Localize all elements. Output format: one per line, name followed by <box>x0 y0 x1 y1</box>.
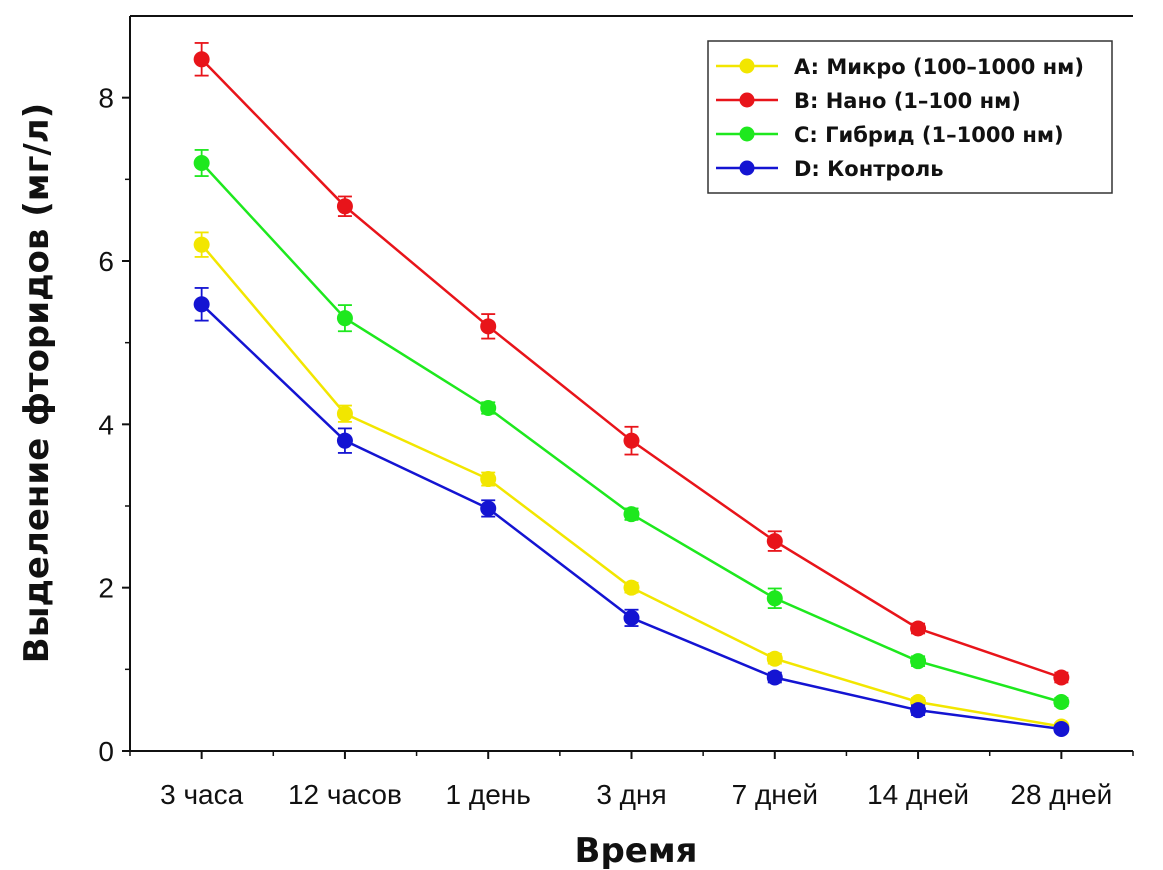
y-tick-label: 2 <box>98 573 114 604</box>
legend-marker <box>739 58 755 74</box>
y-tick-label: 4 <box>98 409 114 440</box>
data-point <box>910 702 927 719</box>
series-line <box>200 243 1062 728</box>
legend: A: Микро (100–1000 нм) B: Нано (1–100 нм)… <box>707 40 1113 194</box>
data-point <box>193 236 210 253</box>
x-axis-label: Время <box>575 831 698 870</box>
legend-marker <box>739 92 755 108</box>
data-point <box>766 650 783 667</box>
data-point <box>623 609 640 626</box>
plot-area <box>193 42 1070 737</box>
data-point <box>910 653 927 670</box>
x-tick-label: 14 дней <box>867 779 969 810</box>
data-point <box>766 590 783 607</box>
data-point <box>1053 669 1070 686</box>
legend-item: A: Микро (100–1000 нм) <box>716 55 1084 79</box>
x-tick-label: 3 дня <box>596 779 666 810</box>
axes <box>122 15 1134 759</box>
x-tick-label: 1 день <box>446 779 531 810</box>
data-point <box>336 405 353 422</box>
data-point <box>910 620 927 637</box>
legend-item: B: Нано (1–100 нм) <box>716 89 1021 113</box>
x-tick-label: 28 дней <box>1010 779 1112 810</box>
y-tick-label: 0 <box>98 736 114 767</box>
data-point <box>336 198 353 215</box>
data-point <box>623 506 640 523</box>
data-point <box>336 310 353 327</box>
data-point <box>623 432 640 449</box>
x-tick-labels: 3 часа 12 часов 1 день 3 дня 7 дней 14 дней 28… <box>160 779 1112 810</box>
legend-label: C: Гибрид (1–1000 нм) <box>794 123 1064 147</box>
data-point <box>480 471 497 488</box>
legend-label: A: Микро (100–1000 нм) <box>794 55 1084 79</box>
data-point <box>623 579 640 596</box>
legend-marker <box>739 160 755 176</box>
data-point <box>1053 720 1070 737</box>
data-point <box>193 51 210 68</box>
series-0 <box>193 231 1070 735</box>
x-tick-label: 3 часа <box>160 779 244 810</box>
y-tick-labels: 0 2 4 6 8 <box>98 83 114 767</box>
data-point <box>1053 694 1070 710</box>
series-1 <box>193 42 1070 686</box>
legend-label: B: Нано (1–100 нм) <box>794 89 1021 113</box>
series-2 <box>193 149 1070 710</box>
legend-marker <box>739 126 755 142</box>
data-point <box>193 155 210 171</box>
data-point <box>193 296 210 313</box>
legend-label: D: Контроль <box>794 157 944 181</box>
legend-item: D: Контроль <box>716 157 944 181</box>
x-tick-label: 7 дней <box>732 779 818 810</box>
data-point <box>336 432 353 449</box>
y-axis-label: Выделение фторидов (мг/л) <box>17 103 57 663</box>
y-tick-label: 8 <box>98 83 114 114</box>
y-tick-label: 6 <box>98 246 114 277</box>
series-3 <box>193 287 1070 737</box>
data-point <box>766 533 783 550</box>
data-point <box>480 318 497 335</box>
x-tick-label: 12 часов <box>288 779 402 810</box>
legend-item: C: Гибрид (1–1000 нм) <box>716 123 1064 147</box>
data-point <box>766 669 783 686</box>
data-point <box>480 400 497 416</box>
data-point <box>480 500 497 517</box>
